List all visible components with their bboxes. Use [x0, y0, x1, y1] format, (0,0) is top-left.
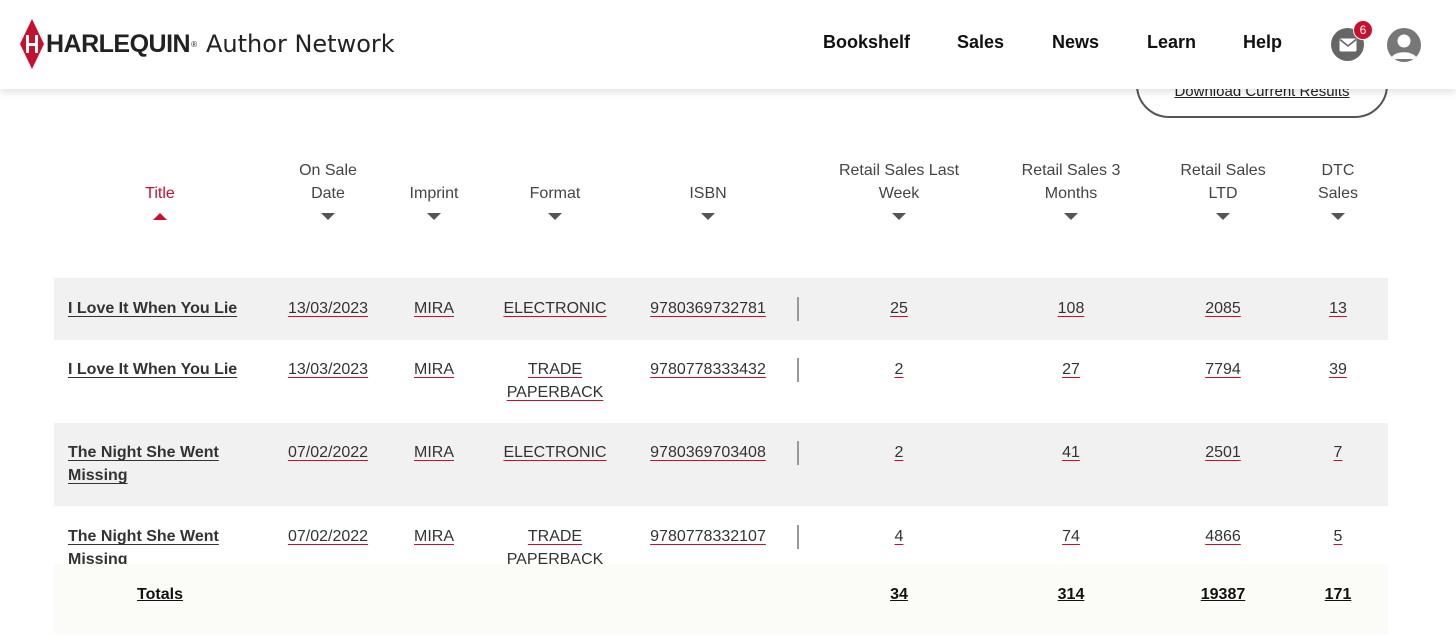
isbn-link[interactable]: 9780778333432 — [650, 361, 766, 378]
sort-down-icon — [701, 213, 715, 220]
column-isbn-label: ISBN — [689, 185, 727, 202]
on-sale-date-link[interactable]: 07/02/2022 — [287, 444, 369, 461]
retail-ltd-link[interactable]: 2085 — [1205, 300, 1241, 317]
nav-help[interactable]: Help — [1243, 32, 1283, 52]
harlequin-diamond-icon — [20, 19, 44, 69]
column-format-label: Format — [529, 185, 581, 202]
sort-down-icon — [1331, 213, 1345, 220]
table-row: The Night She Went Missing 07/02/2022 MIR… — [54, 423, 1388, 506]
logo-subtitle: Author Network — [206, 30, 395, 58]
book-title-link[interactable]: The Night She Went Missing — [68, 528, 219, 564]
isbn-link[interactable]: 9780369732781 — [650, 300, 766, 317]
column-on-sale-date[interactable]: On Sale Date — [278, 159, 378, 220]
nav-learn[interactable]: Learn — [1147, 32, 1197, 52]
column-title[interactable]: Title — [120, 182, 200, 220]
column-dtc-label-2: Sales — [1317, 185, 1359, 202]
column-on-sale-label-2: Date — [311, 185, 345, 202]
logo-wordmark: HARLEQUIN — [46, 29, 191, 58]
retail-3-months-link[interactable]: 108 — [1057, 300, 1085, 317]
on-sale-date-link[interactable]: 13/03/2023 — [287, 361, 369, 378]
imprint-link[interactable]: MIRA — [414, 300, 454, 317]
mail-count-badge: 6 — [1353, 20, 1373, 40]
sort-down-icon — [321, 213, 335, 220]
sort-down-icon — [548, 213, 562, 220]
dtc-sales-link[interactable]: 7 — [1333, 444, 1343, 461]
sort-down-icon — [427, 213, 441, 220]
retail-ltd-link[interactable]: 7794 — [1205, 361, 1241, 378]
column-retail-ltd-label-1: Retail Sales — [1180, 162, 1266, 179]
retail-3-months-link[interactable]: 27 — [1062, 361, 1080, 378]
book-title-link[interactable]: I Love It When You Lie — [68, 300, 238, 317]
sort-down-icon — [1064, 213, 1078, 220]
column-retail-last-week-label-2: Week — [878, 185, 920, 202]
column-imprint-label: Imprint — [409, 185, 459, 202]
retail-ltd-link[interactable]: 4866 — [1205, 528, 1241, 545]
retail-ltd-link[interactable]: 2501 — [1205, 444, 1241, 461]
totals-label[interactable]: Totals — [137, 586, 183, 603]
totals-row: Totals 34 314 19387 171 — [54, 564, 1388, 634]
table-row: The Night She Went Missing 07/02/2022 MIR… — [54, 506, 1388, 564]
sort-up-icon — [153, 213, 167, 220]
retail-last-week-link[interactable]: 2 — [894, 444, 904, 461]
user-avatar-icon[interactable] — [1387, 28, 1421, 62]
column-retail-last-week[interactable]: Retail Sales Last Week — [819, 159, 979, 220]
column-divider — [797, 297, 799, 321]
column-on-sale-label-1: On Sale — [299, 162, 357, 179]
retail-3-months-link[interactable]: 41 — [1062, 444, 1080, 461]
column-retail-ltd-label-2: LTD — [1208, 185, 1238, 202]
column-dtc-sales[interactable]: DTC Sales — [1303, 159, 1373, 220]
on-sale-date-link[interactable]: 13/03/2023 — [287, 300, 369, 317]
sort-down-icon — [892, 213, 906, 220]
table-row: I Love It When You Lie 13/03/2023 MIRA E… — [54, 278, 1388, 340]
sort-down-icon — [1216, 213, 1230, 220]
imprint-link[interactable]: MIRA — [414, 361, 454, 378]
table-row: I Love It When You Lie 13/03/2023 MIRA T… — [54, 340, 1388, 423]
format-link[interactable]: ELECTRONIC — [503, 300, 607, 317]
dtc-sales-link[interactable]: 5 — [1333, 528, 1343, 545]
isbn-link[interactable]: 9780369703408 — [650, 444, 766, 461]
format-link[interactable]: TRADE PAPERBACK — [506, 528, 604, 564]
column-format[interactable]: Format — [505, 182, 605, 220]
column-divider — [797, 525, 799, 549]
column-divider — [797, 441, 799, 465]
column-retail-3-months[interactable]: Retail Sales 3 Months — [1001, 159, 1141, 220]
nav-bookshelf[interactable]: Bookshelf — [823, 32, 911, 52]
book-title-link[interactable]: I Love It When You Lie — [68, 361, 238, 378]
column-title-label: Title — [145, 185, 175, 202]
format-link[interactable]: ELECTRONIC — [503, 444, 607, 461]
format-link[interactable]: TRADE PAPERBACK — [506, 361, 604, 401]
column-retail-3-months-label-2: Months — [1044, 185, 1098, 202]
retail-last-week-link[interactable]: 4 — [894, 528, 904, 545]
nav-sales[interactable]: Sales — [957, 32, 1005, 52]
column-retail-ltd[interactable]: Retail Sales LTD — [1163, 159, 1283, 220]
logo-registered-mark: ® — [191, 39, 198, 49]
retail-last-week-link[interactable]: 2 — [894, 361, 904, 378]
book-title-link[interactable]: The Night She Went Missing — [68, 444, 219, 484]
column-retail-last-week-label-1: Retail Sales Last — [838, 162, 960, 179]
column-divider — [797, 358, 799, 382]
total-3-months[interactable]: 314 — [1057, 586, 1085, 603]
imprint-link[interactable]: MIRA — [414, 444, 454, 461]
column-isbn[interactable]: ISBN — [658, 182, 758, 220]
on-sale-date-link[interactable]: 07/02/2022 — [287, 528, 369, 545]
total-ltd[interactable]: 19387 — [1200, 586, 1246, 603]
dtc-sales-link[interactable]: 13 — [1329, 300, 1347, 317]
imprint-link[interactable]: MIRA — [414, 528, 454, 545]
retail-3-months-link[interactable]: 74 — [1062, 528, 1080, 545]
top-header: HARLEQUIN ® Author Network Bookshelf Sal… — [0, 0, 1456, 89]
total-last-week[interactable]: 34 — [890, 586, 908, 603]
harlequin-logo[interactable]: HARLEQUIN ® Author Network — [20, 19, 395, 69]
isbn-link[interactable]: 9780778332107 — [650, 528, 766, 545]
column-imprint[interactable]: Imprint — [394, 182, 474, 220]
total-dtc[interactable]: 171 — [1324, 586, 1352, 603]
nav-news[interactable]: News — [1052, 32, 1100, 52]
dtc-sales-link[interactable]: 39 — [1329, 361, 1347, 378]
retail-last-week-link[interactable]: 25 — [890, 300, 908, 317]
column-retail-3-months-label-1: Retail Sales 3 — [1021, 162, 1121, 179]
column-dtc-label-1: DTC — [1321, 162, 1355, 179]
